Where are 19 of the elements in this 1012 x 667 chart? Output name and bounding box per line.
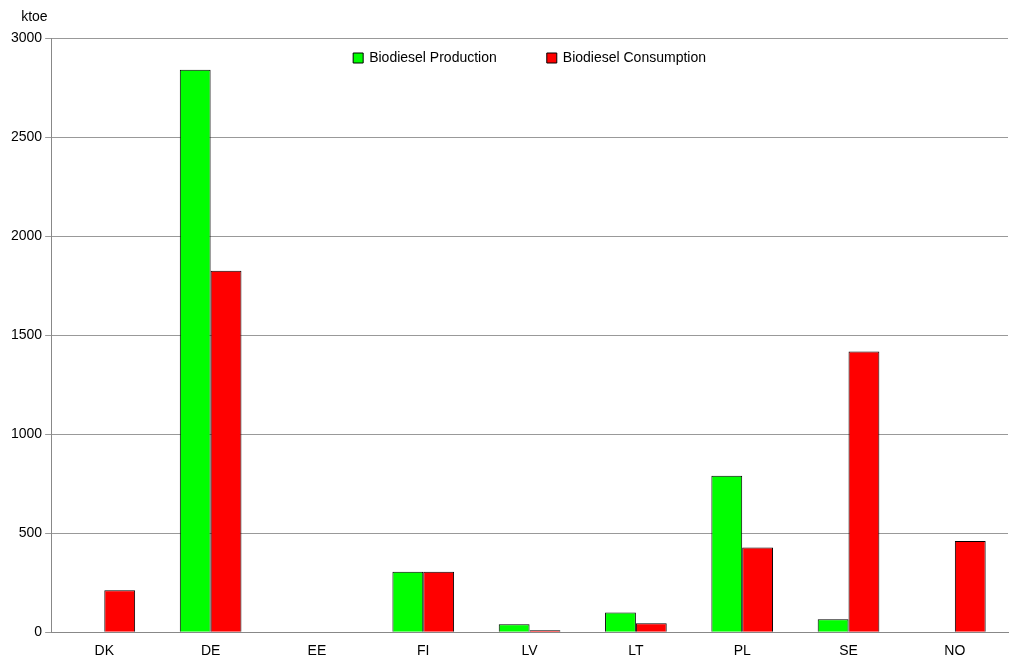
y-tick-label: 2500 bbox=[10, 127, 43, 144]
legend-label: Biodiesel Production bbox=[369, 48, 497, 65]
y-tick-label: 3000 bbox=[10, 28, 43, 45]
y-tick-label: 0 bbox=[34, 623, 43, 640]
x-tick-label: DE bbox=[200, 642, 221, 659]
x-tick-label: LT bbox=[628, 642, 644, 659]
x-tick-label: PL bbox=[733, 642, 751, 659]
x-tick-label: LV bbox=[521, 642, 539, 659]
x-tick-label: SE bbox=[839, 642, 858, 659]
x-tick-label: EE bbox=[307, 642, 327, 659]
legend-label: Biodiesel Consumption bbox=[562, 48, 706, 65]
y-tick-label: 1500 bbox=[10, 325, 43, 342]
x-tick-label: DK bbox=[94, 642, 115, 659]
y-axis-title: ktoe bbox=[21, 7, 48, 24]
y-tick-label: 2000 bbox=[10, 226, 43, 243]
y-tick-label: 500 bbox=[18, 524, 43, 541]
x-tick-label: FI bbox=[417, 642, 430, 659]
y-tick-label: 1000 bbox=[10, 424, 43, 441]
x-tick-label: NO bbox=[944, 642, 966, 659]
